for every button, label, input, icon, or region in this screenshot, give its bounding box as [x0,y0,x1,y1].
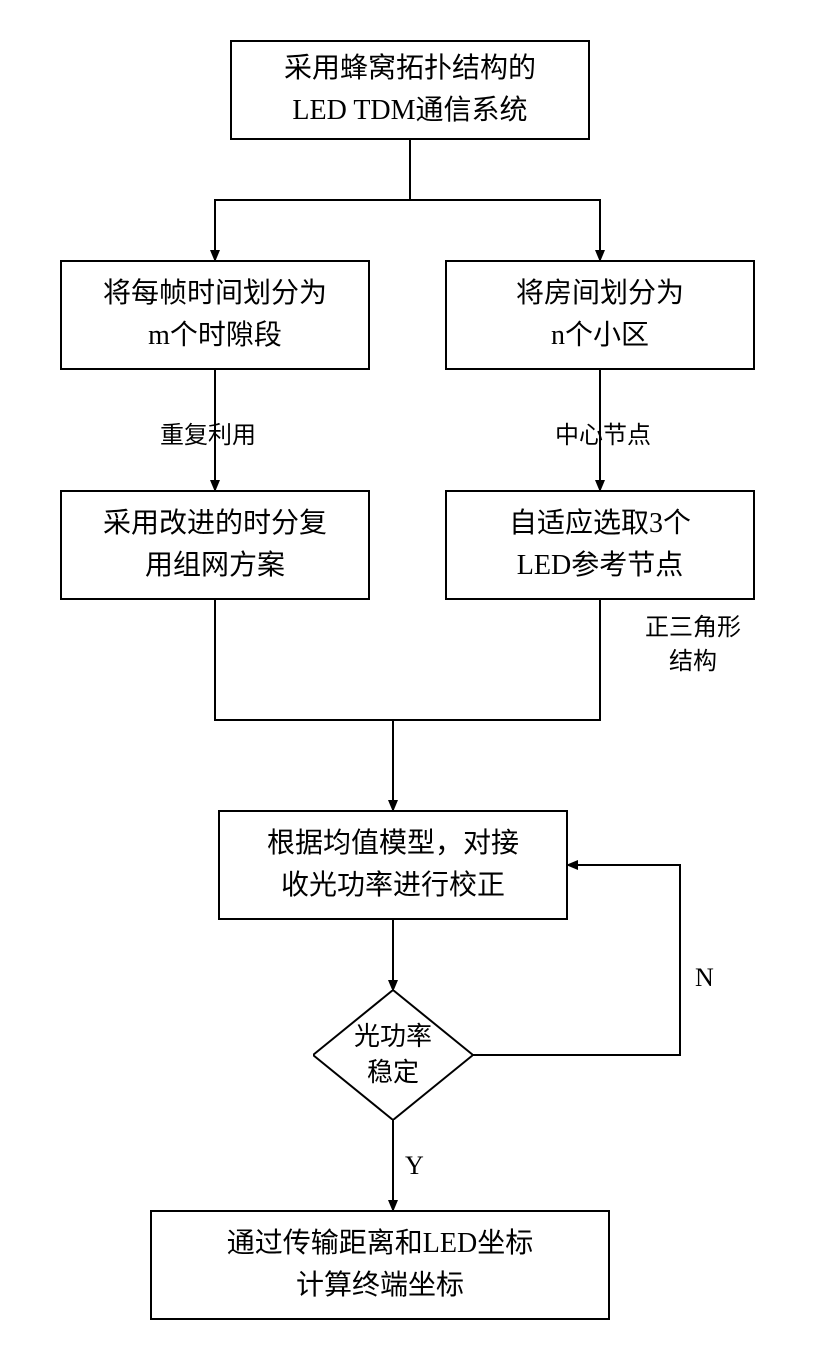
node-left1-text: 将每帧时间划分为m个时隙段 [103,273,327,357]
label-Y-text: Y [405,1151,424,1180]
node-decision: 光功率稳定 [313,990,473,1120]
node-top: 采用蜂窝拓扑结构的LED TDM通信系统 [230,40,590,140]
label-N: N [695,960,714,996]
label-N-text: N [695,963,714,992]
node-correct-text: 根据均值模型，对接收光功率进行校正 [267,823,519,907]
node-correct: 根据均值模型，对接收光功率进行校正 [218,810,568,920]
node-left1: 将每帧时间划分为m个时隙段 [60,260,370,370]
node-left2: 采用改进的时分复用组网方案 [60,490,370,600]
node-bottom-text: 通过传输距离和LED坐标计算终端坐标 [227,1223,533,1307]
label-center: 中心节点 [555,420,651,454]
label-triangle: 正三角形结构 [645,612,741,679]
node-right2: 自适应选取3个LED参考节点 [445,490,755,600]
node-left2-text: 采用改进的时分复用组网方案 [103,503,327,587]
node-right1: 将房间划分为n个小区 [445,260,755,370]
label-Y: Y [405,1148,424,1184]
node-decision-text: 光功率稳定 [354,1019,432,1092]
node-right1-text: 将房间划分为n个小区 [516,273,684,357]
node-top-text: 采用蜂窝拓扑结构的LED TDM通信系统 [284,48,536,132]
label-reuse-text: 重复利用 [160,423,256,449]
node-bottom: 通过传输距离和LED坐标计算终端坐标 [150,1210,610,1320]
label-center-text: 中心节点 [555,423,651,449]
label-reuse: 重复利用 [160,420,256,454]
node-right2-text: 自适应选取3个LED参考节点 [509,503,691,587]
label-triangle-text: 正三角形结构 [645,615,741,675]
